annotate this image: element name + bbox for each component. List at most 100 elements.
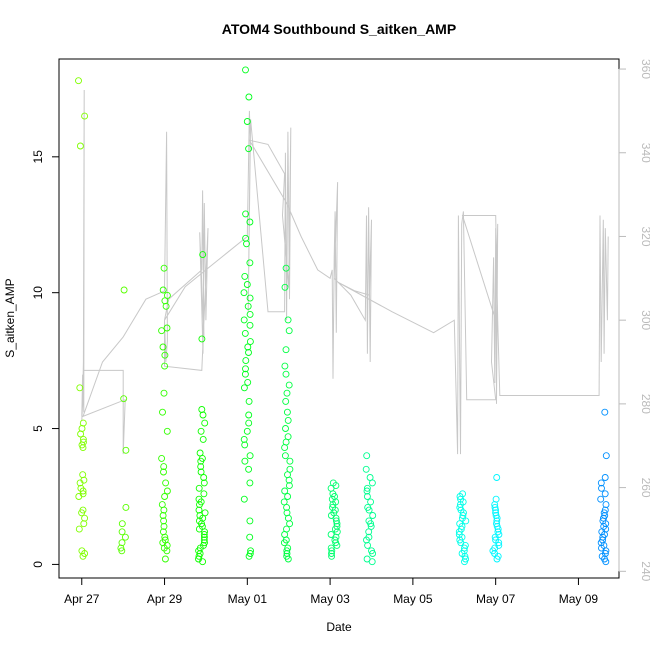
- points-layer: [75, 66, 610, 566]
- x-tick-label: May 05: [393, 592, 433, 606]
- data-point: [363, 484, 371, 492]
- data-point: [365, 528, 373, 536]
- data-point: [81, 112, 89, 120]
- data-point: [365, 506, 373, 514]
- data-point: [246, 452, 254, 460]
- data-point: [280, 498, 288, 506]
- data-point: [280, 539, 288, 547]
- data-point: [369, 512, 377, 519]
- data-point: [159, 286, 167, 294]
- x-tick-label: May 07: [476, 592, 516, 606]
- data-point: [80, 520, 88, 528]
- data-point: [195, 525, 203, 533]
- data-point: [79, 487, 87, 495]
- data-point: [282, 264, 290, 272]
- data-point: [601, 490, 609, 498]
- data-point: [367, 520, 375, 528]
- data-point: [241, 441, 249, 449]
- data-point: [281, 452, 289, 460]
- data-point: [79, 552, 87, 560]
- x-tick-label: May 03: [310, 592, 350, 606]
- data-point: [159, 408, 166, 416]
- data-point: [76, 142, 84, 150]
- data-point: [246, 517, 254, 525]
- data-point: [163, 324, 171, 332]
- data-point: [246, 310, 254, 318]
- y-tick-label: 10: [31, 286, 45, 300]
- x-axis-title: Date: [326, 620, 352, 634]
- data-point: [197, 468, 205, 476]
- data-point: [200, 474, 208, 481]
- data-point: [491, 503, 499, 511]
- data-point: [328, 550, 335, 557]
- track-line: [81, 89, 609, 455]
- data-point: [282, 370, 290, 378]
- data-point: [159, 343, 167, 351]
- y2-tick-label: 260: [639, 478, 650, 498]
- data-point: [285, 476, 293, 484]
- data-point: [195, 552, 203, 560]
- data-point: [456, 501, 464, 509]
- data-point: [75, 77, 82, 85]
- data-point: [283, 503, 291, 511]
- data-point: [494, 525, 502, 533]
- data-point: [282, 397, 290, 405]
- data-point: [246, 294, 254, 302]
- data-point: [163, 547, 171, 555]
- data-point: [328, 552, 336, 560]
- data-point: [597, 479, 605, 487]
- data-point: [332, 517, 340, 525]
- data-point: [159, 512, 167, 519]
- data-point: [245, 145, 253, 153]
- data-point: [329, 501, 337, 509]
- y-tick-label: 0: [31, 561, 45, 568]
- data-point: [161, 493, 169, 500]
- data-point: [160, 463, 168, 471]
- x-tick-label: Apr 27: [64, 592, 100, 606]
- y2-tick-label: 240: [639, 561, 650, 581]
- data-point: [158, 454, 166, 462]
- data-point: [246, 479, 254, 487]
- data-point: [243, 281, 251, 288]
- data-point: [197, 427, 205, 435]
- data-point: [240, 316, 248, 324]
- data-point: [461, 558, 468, 566]
- data-point: [160, 389, 168, 397]
- axes-layer: Apr 27 Apr 29 May 01 May 03 May 05 May 07 May …: [31, 59, 650, 606]
- data-point: [197, 463, 205, 471]
- data-point: [120, 286, 128, 294]
- data-point: [200, 536, 208, 544]
- data-point: [246, 321, 254, 329]
- data-point: [245, 552, 253, 560]
- data-point: [195, 506, 203, 514]
- data-point: [158, 327, 166, 335]
- data-point: [367, 498, 375, 506]
- data-point: [162, 302, 170, 310]
- y2-tick-label: 340: [639, 143, 650, 163]
- data-point: [281, 487, 289, 495]
- data-point: [601, 408, 609, 416]
- data-point: [285, 327, 293, 335]
- data-point: [363, 487, 371, 495]
- data-point: [493, 474, 501, 481]
- data-point: [368, 479, 376, 487]
- data-point: [246, 259, 254, 267]
- data-point: [327, 544, 335, 552]
- data-point: [598, 484, 605, 492]
- data-point: [281, 444, 289, 452]
- data-point: [240, 384, 248, 392]
- data-point: [462, 517, 470, 525]
- data-point: [242, 66, 249, 74]
- data-point: [245, 349, 252, 356]
- data-point: [245, 465, 253, 473]
- data-point: [286, 520, 294, 528]
- data-point: [199, 435, 207, 443]
- data-point: [240, 495, 248, 503]
- data-point: [77, 430, 85, 438]
- data-point: [456, 493, 464, 500]
- data-point: [120, 395, 128, 403]
- data-point: [161, 555, 169, 563]
- data-point: [201, 528, 209, 536]
- data-point: [243, 240, 250, 248]
